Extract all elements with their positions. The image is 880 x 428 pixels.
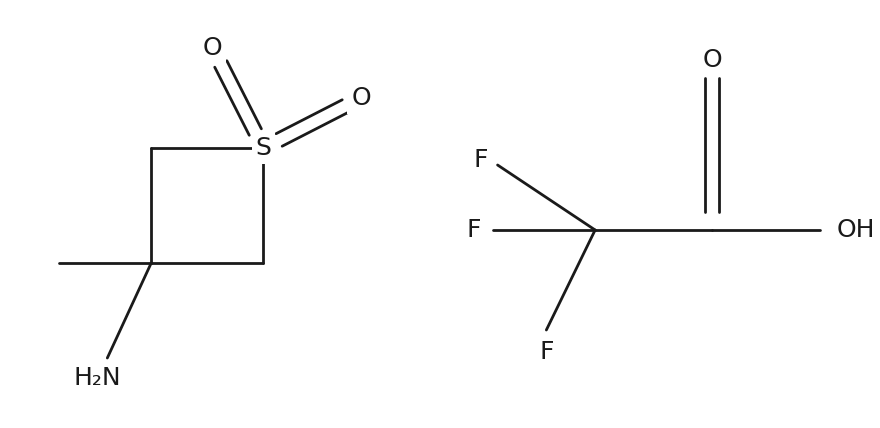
Text: S: S <box>255 136 271 160</box>
Text: F: F <box>466 218 481 242</box>
Text: O: O <box>702 48 722 72</box>
Text: OH: OH <box>837 218 876 242</box>
Text: O: O <box>203 36 223 60</box>
Text: F: F <box>539 340 554 364</box>
Text: O: O <box>351 86 370 110</box>
Text: F: F <box>473 148 488 172</box>
Text: H₂N: H₂N <box>74 366 121 390</box>
